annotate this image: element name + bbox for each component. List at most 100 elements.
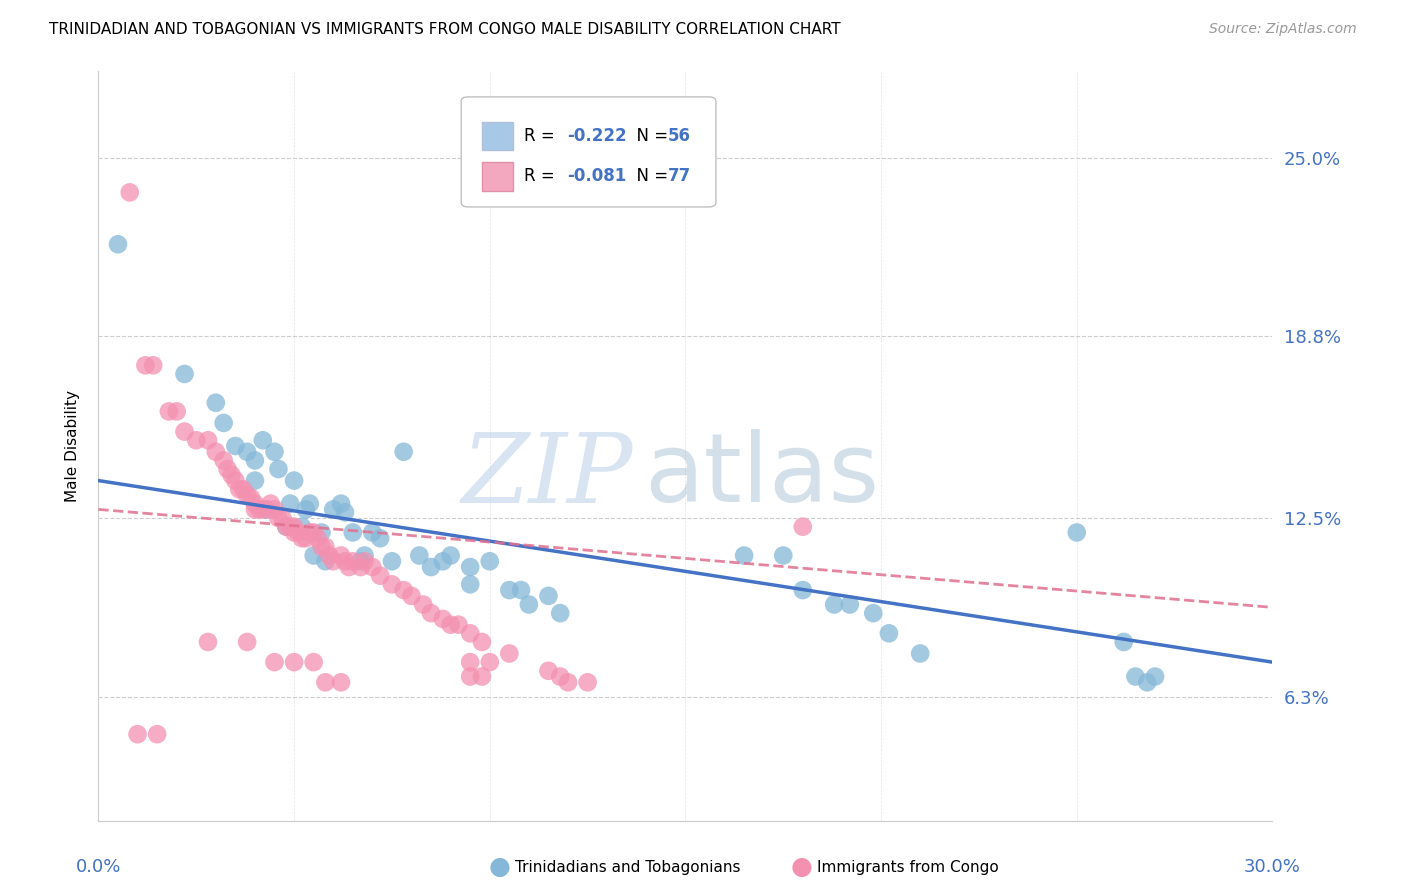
Point [278, 497, 301, 511]
Point [420, 606, 443, 620]
Point [236, 488, 259, 502]
Point [276, 519, 298, 533]
Point [1144, 669, 1167, 683]
Point [862, 606, 884, 620]
Point [291, 519, 314, 533]
Point [276, 519, 298, 533]
Point [333, 554, 356, 568]
Point [283, 519, 305, 533]
Point [243, 502, 266, 516]
Point [557, 675, 579, 690]
Point [142, 359, 165, 373]
Point [247, 502, 270, 516]
Text: ●: ● [488, 855, 510, 879]
Point [792, 583, 814, 598]
Point [838, 598, 860, 612]
Point [548, 606, 571, 620]
Point [401, 589, 423, 603]
Point [432, 612, 454, 626]
Point [333, 505, 356, 519]
Point [537, 664, 560, 678]
Point [263, 502, 285, 516]
Point [263, 655, 285, 669]
Point [342, 554, 364, 568]
Point [353, 554, 375, 568]
Point [240, 491, 263, 505]
Text: 56: 56 [668, 128, 690, 145]
Y-axis label: Male Disability: Male Disability [65, 390, 80, 502]
Point [205, 396, 228, 410]
Point [197, 635, 219, 649]
Text: Trinidadians and Tobagonians: Trinidadians and Tobagonians [515, 860, 740, 874]
Text: Immigrants from Congo: Immigrants from Congo [817, 860, 998, 874]
Point [322, 502, 344, 516]
Text: ZIP: ZIP [461, 429, 633, 523]
Point [368, 568, 391, 582]
Point [330, 675, 353, 690]
Point [134, 359, 156, 373]
Point [1125, 669, 1147, 683]
Point [517, 598, 540, 612]
Point [173, 367, 195, 381]
Point [471, 635, 494, 649]
Point [458, 560, 481, 574]
Point [236, 444, 259, 458]
Point [420, 560, 443, 574]
Point [212, 416, 235, 430]
Point [772, 549, 794, 563]
Point [392, 583, 415, 598]
Point [311, 540, 333, 554]
Text: TRINIDADIAN AND TOBAGONIAN VS IMMIGRANTS FROM CONGO MALE DISABILITY CORRELATION : TRINIDADIAN AND TOBAGONIAN VS IMMIGRANTS… [49, 22, 841, 37]
Point [236, 635, 259, 649]
Point [283, 525, 305, 540]
Point [792, 519, 814, 533]
Text: -0.222: -0.222 [567, 128, 626, 145]
Point [349, 560, 371, 574]
Text: R =: R = [524, 128, 561, 145]
Point [278, 519, 301, 533]
Text: N =: N = [626, 128, 673, 145]
Point [256, 502, 278, 516]
Point [173, 425, 195, 439]
Point [1112, 635, 1135, 649]
Point [243, 474, 266, 488]
Point [439, 617, 461, 632]
Text: ●: ● [790, 855, 813, 879]
Point [271, 511, 294, 525]
Point [576, 675, 599, 690]
Point [302, 549, 325, 563]
Text: 77: 77 [668, 168, 692, 186]
Point [205, 444, 228, 458]
Point [307, 531, 329, 545]
Point [212, 453, 235, 467]
Point [823, 598, 845, 612]
Point [283, 655, 305, 669]
Point [298, 497, 321, 511]
Point [349, 554, 371, 568]
Point [537, 589, 560, 603]
Point [337, 560, 360, 574]
Point [118, 186, 141, 200]
Point [217, 462, 239, 476]
Text: 0.0%: 0.0% [76, 858, 121, 876]
Point [322, 554, 344, 568]
Point [368, 531, 391, 545]
Point [291, 531, 314, 545]
Point [243, 497, 266, 511]
Point [221, 467, 243, 482]
Point [311, 525, 333, 540]
Point [283, 474, 305, 488]
Point [295, 502, 318, 516]
Point [361, 525, 384, 540]
Point [412, 598, 434, 612]
Point [197, 434, 219, 448]
Text: Source: ZipAtlas.com: Source: ZipAtlas.com [1209, 22, 1357, 37]
Text: -0.081: -0.081 [567, 168, 626, 186]
Point [432, 554, 454, 568]
Point [458, 655, 481, 669]
Point [548, 669, 571, 683]
Point [381, 577, 404, 591]
Point [408, 549, 430, 563]
Point [314, 540, 336, 554]
Point [877, 626, 900, 640]
